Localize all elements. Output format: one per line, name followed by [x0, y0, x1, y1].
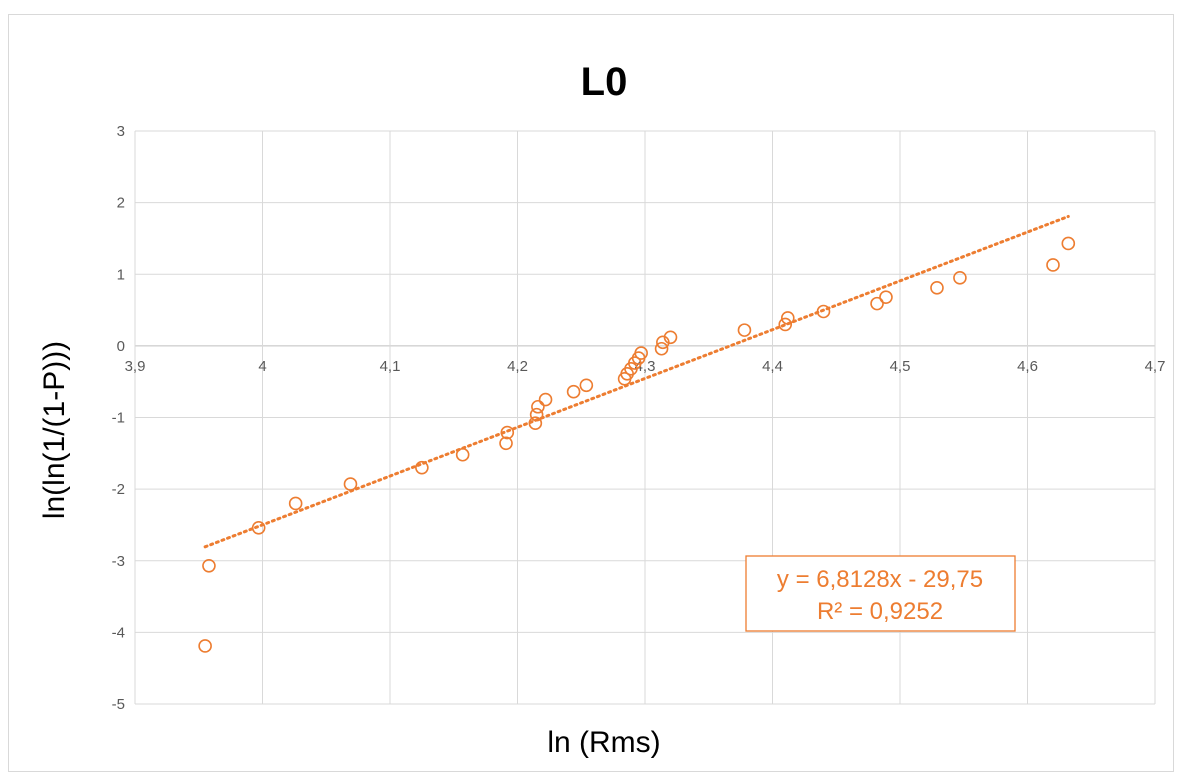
data-point	[202, 558, 216, 573]
y-tick-label: -4	[112, 624, 125, 641]
y-tick-label: -1	[112, 410, 125, 427]
trendline	[203, 214, 1070, 549]
data-point	[663, 330, 678, 345]
data-point	[780, 311, 795, 325]
tick-labels: 3 2 1 0 -1 -2 -3 -4 -5 3,9 4 4,1 4,2 4,3 4,4 4,5 4,6 4,7	[112, 123, 1166, 713]
data-point	[288, 496, 303, 511]
y-axis-title: ln(ln(1/(1-P)))	[38, 341, 71, 519]
x-tick-label: 3,9	[125, 358, 146, 375]
data-point	[816, 304, 831, 319]
y-tick-label: -3	[112, 553, 125, 570]
grid	[134, 130, 1156, 705]
x-tick-label: 4,7	[1145, 358, 1166, 375]
data-point	[1046, 258, 1060, 272]
trendline-path	[203, 214, 1070, 549]
trendline-label-box	[745, 555, 1016, 632]
x-tick-label: 4,2	[507, 358, 528, 375]
data-point	[415, 460, 429, 475]
data-point	[953, 271, 967, 285]
y-tick-label: -5	[112, 696, 125, 713]
trendline-label: y = 6,8128x - 29,75 R² = 0,9252	[745, 555, 1016, 632]
data-point	[566, 384, 581, 399]
x-tick-label: 4,6	[1017, 358, 1038, 375]
data-points	[198, 236, 1076, 653]
data-point	[531, 399, 545, 414]
data-point	[737, 323, 752, 337]
x-tick-label: 4	[258, 358, 266, 375]
trendline-equation: y = 6,8128x - 29,75	[777, 566, 983, 593]
chart-frame: 3 2 1 0 -1 -2 -3 -4 -5 3,9 4 4,1 4,2 4,3 4,4 4,5 4,6 4,7 …	[8, 14, 1174, 772]
y-tick-label: 2	[117, 195, 125, 212]
y-tick-label: -2	[112, 481, 125, 498]
data-point	[455, 447, 470, 462]
data-point	[1061, 236, 1076, 251]
chart-title: L0	[581, 60, 628, 104]
data-point	[251, 521, 266, 535]
data-point	[499, 436, 513, 451]
data-point	[528, 416, 543, 431]
y-tick-label: 0	[117, 338, 125, 355]
data-point	[930, 281, 944, 295]
data-point	[198, 639, 212, 653]
y-tick-label: 3	[117, 123, 125, 140]
data-point	[343, 477, 358, 491]
data-point	[500, 425, 515, 440]
data-point	[538, 392, 553, 407]
data-point	[634, 346, 648, 360]
y-tick-label: 1	[117, 266, 125, 283]
x-tick-label: 4,4	[762, 358, 783, 375]
x-tick-label: 4,5	[890, 358, 911, 375]
trendline-r-squared: R² = 0,9252	[817, 598, 943, 625]
x-tick-label: 4,1	[380, 358, 401, 375]
data-point	[579, 378, 594, 393]
data-point	[778, 317, 793, 332]
data-point	[654, 341, 669, 356]
x-axis-title: ln (Rms)	[547, 726, 660, 759]
data-point	[879, 290, 893, 304]
data-point	[529, 407, 544, 422]
x-tick-label: 4,3	[635, 358, 656, 375]
data-point	[870, 296, 884, 311]
